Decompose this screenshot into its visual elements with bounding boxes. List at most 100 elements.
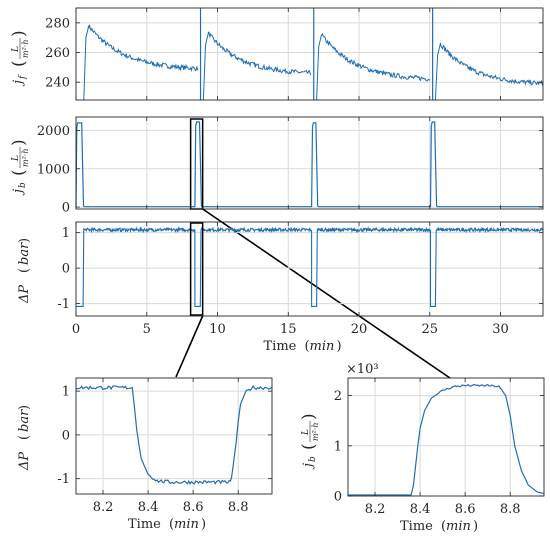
ylabel-main: ΔP [17, 452, 32, 471]
callout-line-right [202, 208, 451, 379]
flux-cycle-3 [316, 32, 431, 101]
ylabel-close-paren: ) [9, 30, 29, 37]
y-tick-label: 2000 [37, 124, 70, 139]
zoom-highlight-box [189, 222, 204, 316]
y-axis-label-jf: j f L m²·h () [9, 30, 30, 87]
xlabel-unit: min [446, 519, 471, 534]
flux-cycle-4 [434, 42, 544, 101]
xlabel-close-paren: ) [337, 339, 342, 354]
ylabel-open-paren: ( [17, 268, 32, 273]
x-tick-label: 8.4 [410, 502, 431, 517]
xlabel-text: Time [264, 339, 297, 354]
ylabel-close-paren: ) [17, 405, 32, 410]
axes-frame [75, 221, 544, 317]
y-tick-label: 1 [62, 385, 70, 400]
xlabel-text: Time [128, 517, 161, 532]
axes-frame [347, 377, 545, 497]
series-jb-zoom [348, 383, 545, 496]
y-tick-label: -1 [57, 472, 70, 487]
x-tick-label: 8.4 [138, 500, 159, 515]
ylabel-close-paren: ) [299, 413, 319, 420]
x-tick-label: 10 [209, 322, 226, 337]
ylabel-open-paren: ( [17, 435, 32, 440]
plot-bottom-pressure: 0 5 10 15 20 25 30-101 ΔP bar () Time min () [17, 221, 544, 354]
y-tick-label: 1000 [37, 162, 70, 177]
series-dp [76, 222, 544, 316]
ylabel-unit-den: m²·h [21, 149, 30, 168]
plot-zoom-backwash-flux: 8.2 8.4 8.6 8.8 0 1 2 j b L m²·h () ×10³ Time … [299, 362, 545, 534]
axes-frame [75, 7, 544, 101]
backwash-zoom-line [348, 383, 545, 496]
y-tick-label: -1 [57, 297, 70, 312]
ylabel-open-paren: ( [299, 443, 319, 450]
ylabel-unit-den: m²·h [21, 40, 30, 59]
xlabel-unit: min [174, 517, 199, 532]
y-multiplier: ×10³ [346, 362, 379, 377]
y-tick-label: 2 [334, 389, 342, 404]
x-tick-label: 15 [280, 322, 297, 337]
pressure-zoom-line [75, 384, 273, 485]
x-tick-label: 30 [492, 322, 509, 337]
series-jb [75, 118, 543, 210]
plot-middle-backwash-flux: 0 1000 2000 j b L m²·h () [9, 116, 544, 216]
y-tick-label: 0 [334, 490, 342, 505]
ylabel-close-paren: ) [9, 139, 29, 146]
y-tick-label: 280 [45, 16, 70, 31]
ylabel-sub: b [18, 182, 28, 188]
y-axis-label-dp: ΔP bar () [17, 238, 32, 304]
backwash-flux-line [75, 121, 543, 208]
callout-line-left [175, 315, 204, 378]
y-axis-label-jb: j b L m²·h () [9, 139, 30, 196]
series-jf [83, 8, 544, 101]
ylabel-open-paren: ( [9, 60, 29, 67]
xlabel-open-paren: ( [305, 339, 310, 354]
y-tick-label: 240 [45, 76, 70, 91]
xlabel-text: Time [400, 519, 433, 534]
y-tick-label: 0 [62, 262, 70, 277]
y-tick-label: 1 [334, 439, 342, 454]
x-tick-label: 8.8 [228, 500, 249, 515]
xlabel-open-paren: ( [169, 517, 174, 532]
ylabel-sub: f [18, 74, 28, 80]
y-tick-label: 0 [62, 201, 70, 216]
x-tick-label: 5 [143, 322, 151, 337]
x-tick-label: 8.2 [93, 500, 114, 515]
ylabel-unit-num: L [301, 429, 311, 436]
flux-cycle-2 [202, 31, 312, 101]
x-tick-label: 0 [72, 322, 80, 337]
x-axis-label-time: Time min () [264, 339, 342, 354]
plot-top-filtration-flux: 240 260 280 j f L m²·h () [9, 7, 544, 101]
x-tick-label: 8.8 [500, 502, 521, 517]
ylabel-main: ΔP [17, 285, 32, 304]
series-dp-zoom [75, 384, 273, 485]
ylabel-open-paren: ( [9, 169, 29, 176]
pressure-line [76, 226, 544, 307]
ylabel-unit-den: m²·h [311, 423, 320, 442]
ylabel-main: j [11, 80, 26, 87]
xlabel-close-paren: ) [473, 519, 478, 534]
ylabel-unit: bar [17, 242, 32, 265]
axes-frame [75, 116, 544, 210]
x-tick-label: 8.6 [455, 502, 476, 517]
y-axis-label-dp-zoom: ΔP bar () [17, 405, 32, 471]
x-tick-label: 20 [351, 322, 368, 337]
y-tick-label: 260 [45, 46, 70, 61]
ylabel-main: j [11, 189, 26, 196]
x-axis-label-time-zoom-right: Time min () [400, 519, 478, 534]
ylabel-unit-num: L [11, 155, 21, 162]
y-tick-label: 1 [62, 226, 70, 241]
ylabel-unit: bar [17, 409, 32, 432]
x-tick-label: 8.2 [365, 502, 386, 517]
x-axis-label-time-zoom-left: Time min () [128, 517, 206, 532]
ylabel-main: j [301, 463, 316, 470]
ylabel-sub: b [308, 456, 318, 462]
ylabel-close-paren: ) [17, 238, 32, 243]
zoom-callout-lines [175, 208, 451, 379]
axes-frame [75, 377, 273, 495]
plot-zoom-pressure: 8.2 8.4 8.6 8.8 -1 0 1 ΔP bar () Time min () [17, 377, 273, 532]
xlabel-open-paren: ( [441, 519, 446, 534]
xlabel-unit: min [310, 339, 335, 354]
flux-cycle-1 [83, 24, 199, 101]
x-tick-label: 25 [422, 322, 439, 337]
